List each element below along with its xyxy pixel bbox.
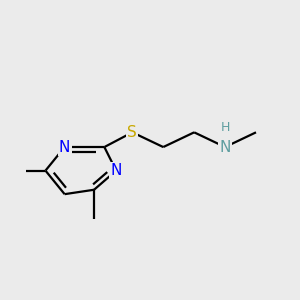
Text: N: N — [110, 163, 122, 178]
Text: H: H — [220, 122, 230, 134]
Text: N: N — [59, 140, 70, 154]
Text: N: N — [219, 140, 231, 154]
Text: S: S — [128, 125, 137, 140]
